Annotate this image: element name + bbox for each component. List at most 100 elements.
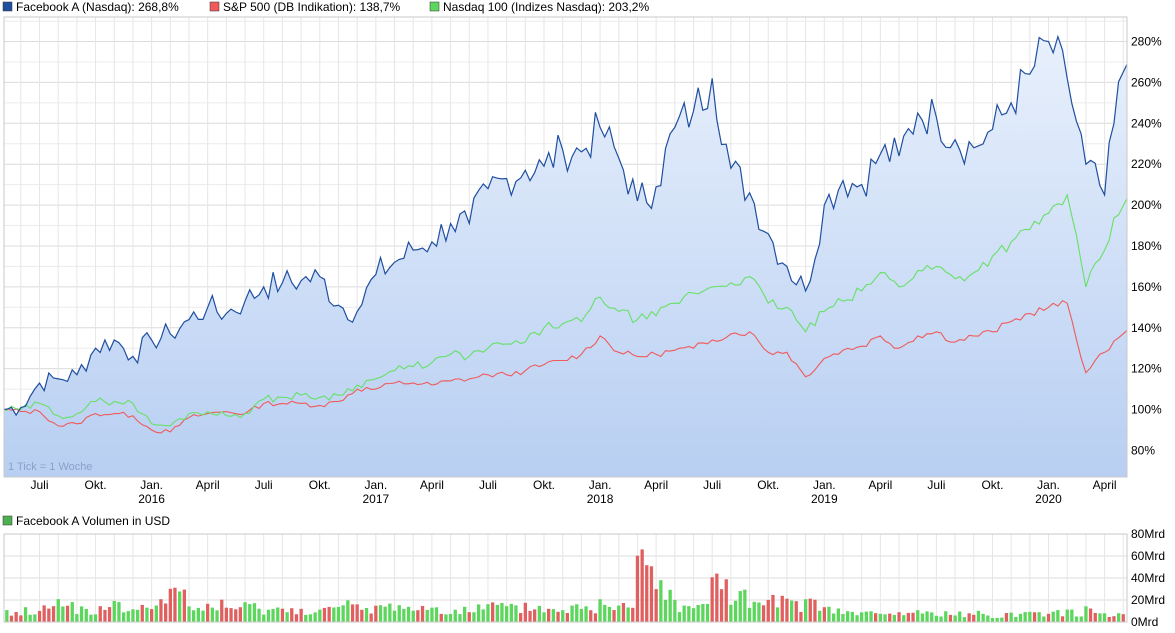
- volume-bar: [322, 607, 327, 622]
- volume-bar: [420, 606, 425, 622]
- x-tick-month: Okt.: [85, 478, 107, 492]
- volume-bar: [551, 609, 555, 622]
- volume-bar: [173, 587, 177, 622]
- volume-bar: [201, 610, 205, 622]
- volume-bar: [878, 613, 882, 622]
- volume-bar: [733, 600, 738, 622]
- volume-bar: [430, 607, 434, 622]
- y-tick-label: 160%: [1131, 280, 1162, 294]
- volume-bar: [677, 612, 682, 622]
- volume-bar: [495, 604, 499, 622]
- x-tick-month: Okt.: [533, 478, 555, 492]
- volume-bar: [1060, 616, 1065, 622]
- volume-plot-frame: [3, 533, 1128, 623]
- series-line-nasdaq100: [3, 193, 1128, 427]
- x-tick-month: Jan.: [1037, 478, 1060, 492]
- volume-bar: [23, 607, 28, 622]
- volume-bar: [1102, 613, 1107, 622]
- x-tick-month: Juli: [479, 478, 497, 492]
- volume-bar: [990, 618, 995, 622]
- volume-bar: [439, 613, 443, 622]
- volume-bar: [832, 613, 836, 622]
- volume-bar: [500, 603, 504, 622]
- volume-bar: [860, 612, 864, 622]
- volume-bar: [719, 589, 724, 622]
- volume-bar: [234, 609, 238, 622]
- y-tick-label: 260%: [1131, 75, 1162, 89]
- y-axis-labels: 80% 100% 120% 140% 160% 180% 200% 220% 240% 260% 2…: [1131, 35, 1162, 458]
- volume-bar: [5, 610, 9, 622]
- volume-bar: [206, 603, 210, 622]
- volume-bar: [411, 610, 415, 622]
- volume-y-axis-labels: 0Mrd 20Mrd 40Mrd 60Mrd 80Mrd: [1131, 527, 1165, 629]
- volume-bar: [995, 617, 999, 622]
- volume-bar: [238, 607, 242, 622]
- volume-bar: [794, 601, 798, 622]
- volume-bar: [892, 615, 896, 622]
- volume-bar: [818, 610, 822, 622]
- volume-bar: [1028, 611, 1032, 622]
- volume-bar: [1018, 613, 1023, 622]
- x-tick-month: April: [644, 478, 668, 492]
- volume-bar: [182, 589, 186, 622]
- volume-bar: [925, 611, 929, 622]
- volume-bar: [145, 607, 149, 622]
- volume-bar: [930, 612, 934, 622]
- volume-bar: [799, 611, 803, 622]
- volume-bar: [416, 610, 420, 622]
- volume-bar: [612, 610, 616, 622]
- volume-bar: [874, 613, 878, 622]
- tick-note: 1 Tick = 1 Woche: [8, 461, 92, 473]
- volume-bar: [346, 600, 350, 622]
- volume-bar: [981, 613, 985, 622]
- volume-bar: [388, 603, 392, 622]
- volume-bar: [75, 614, 79, 622]
- volume-bar: [350, 604, 355, 622]
- volume-bar: [635, 555, 640, 622]
- volume-bar: [28, 614, 32, 622]
- volume-y-tick-label: 80Mrd: [1131, 527, 1165, 541]
- volume-bar: [136, 609, 140, 622]
- volume-bar: [355, 604, 359, 622]
- volume-bar: [1023, 612, 1027, 622]
- y-tick-label: 240%: [1131, 116, 1162, 130]
- x-tick-month: Okt.: [981, 478, 1003, 492]
- volume-bar: [140, 604, 144, 622]
- volume-bar: [528, 610, 532, 622]
- volume-bar: [1117, 613, 1121, 622]
- volume-bar: [514, 605, 518, 622]
- volume-bar: [327, 606, 331, 622]
- x-tick-year: 2018: [587, 492, 614, 506]
- x-tick-month: Okt.: [757, 478, 779, 492]
- volume-bar: [729, 604, 733, 622]
- volume-bar: [1056, 610, 1060, 622]
- volume-bar: [958, 611, 962, 622]
- volume-bar: [519, 613, 523, 622]
- volume-bar: [294, 614, 299, 622]
- volume-bar: [855, 615, 859, 622]
- volume-bar: [505, 606, 509, 622]
- volume-bar: [846, 611, 850, 622]
- volume-bar: [1112, 616, 1116, 622]
- volume-bar: [210, 607, 214, 622]
- volume-bar: [168, 588, 172, 622]
- volume-bar: [916, 610, 920, 622]
- volume-bar: [336, 607, 341, 622]
- volume-bar: [1107, 617, 1111, 622]
- volume-bar: [402, 608, 406, 622]
- volume-bar: [724, 579, 728, 622]
- volume-bar: [84, 609, 88, 622]
- volume-bar: [491, 602, 495, 622]
- volume-bar: [556, 611, 560, 622]
- volume-bar: [467, 612, 471, 622]
- volume-bar: [841, 614, 845, 622]
- series-line-sp500: [3, 300, 1128, 434]
- x-tick-month: Juli: [30, 478, 48, 492]
- volume-bar: [626, 607, 630, 622]
- volume-bar: [392, 610, 397, 622]
- volume-bar: [159, 599, 163, 622]
- volume-bar: [1046, 613, 1051, 622]
- volume-bar: [575, 604, 579, 622]
- volume-bar: [649, 566, 654, 622]
